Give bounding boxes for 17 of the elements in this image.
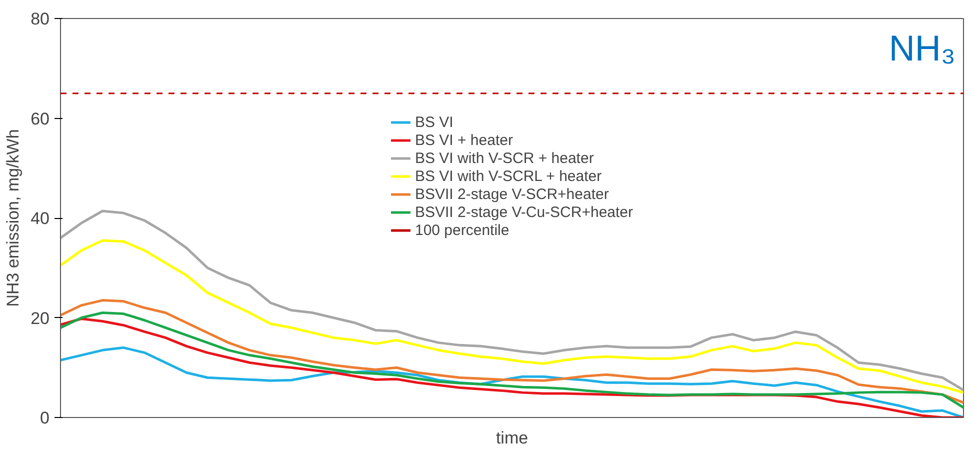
legend-label: 100 percentile: [414, 221, 510, 239]
y-axis-title: NH3 emission, mg/kWh: [4, 129, 23, 307]
legend-label: BS VI: [414, 113, 454, 131]
x-axis-title: time: [496, 428, 528, 448]
y-tick-label: 0: [40, 408, 50, 428]
y-tick-label: 60: [30, 109, 50, 128]
y-tick-label: 40: [30, 209, 50, 228]
legend-label: BS VI with V-SCR + heater: [414, 149, 594, 167]
annotation: NH₃: [888, 28, 956, 68]
legend-label: BSVII 2-stage V-Cu-SCR+heater: [414, 203, 634, 221]
line-series: [60, 299, 964, 404]
legend-label: BS VI + heater: [414, 131, 513, 149]
line-series: [60, 239, 964, 394]
legend-label: BS VI with V-SCRL + heater: [414, 167, 602, 185]
legend-label: BSVII 2-stage V-SCR+heater: [414, 185, 609, 203]
y-tick-label: 80: [30, 10, 50, 28]
y-tick-label: 20: [30, 308, 50, 328]
